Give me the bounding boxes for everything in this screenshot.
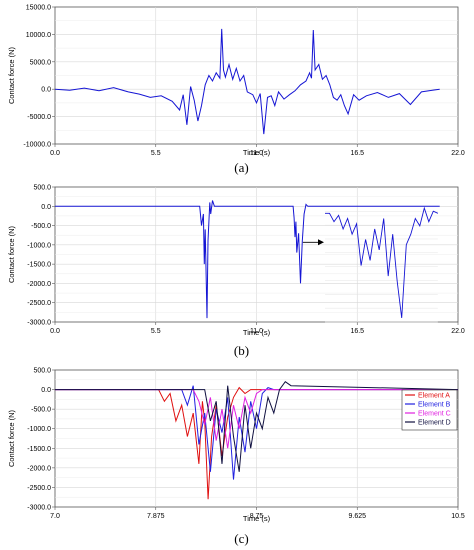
- y-tick-label: 0.0: [41, 204, 51, 211]
- legend-entry: Element B: [418, 402, 451, 409]
- y-tick-label: 10000.0: [26, 32, 51, 39]
- x-axis-label: Time (s): [243, 328, 271, 337]
- chart-panel-2: 0.0 5.5 11.0 16.5 22.0 500.0 0.0 -500.0 -1000.0 -…: [7, 185, 465, 359]
- y-tick-label: -500.0: [31, 223, 51, 230]
- panel-label: (a): [234, 160, 248, 175]
- legend-entry: Element A: [418, 393, 450, 400]
- x-axis-label: Time (s): [243, 514, 271, 523]
- x-tick-label: 11.0: [250, 328, 263, 335]
- inset-arrow-head: [318, 239, 325, 246]
- y-tick-label: -5000.0: [27, 114, 51, 121]
- y-tick-label: -1500.0: [27, 262, 51, 269]
- y-axis-label: Contact force (N): [7, 46, 16, 104]
- y-tick-label: -2000.0: [27, 281, 51, 288]
- legend-entry: Element D: [418, 420, 451, 427]
- y-tick-label: -1500.0: [27, 446, 51, 453]
- series-line-1: [55, 28, 440, 135]
- x-axis-label: Time (s): [243, 148, 271, 157]
- y-tick-label: 0.0: [41, 87, 51, 94]
- x-tick-label: 9.625: [348, 513, 366, 520]
- x-tick-label: 7.0: [50, 513, 60, 520]
- x-tick-label: 8.75: [250, 513, 264, 520]
- y-tick-label: 500.0: [33, 368, 51, 375]
- x-tick-label: 16.5: [350, 328, 364, 335]
- series-line-element-d: [55, 381, 458, 472]
- y-tick-label: 15000.0: [26, 5, 51, 12]
- y-tick-label: -3000.0: [27, 505, 51, 512]
- x-tick-label: 5.5: [151, 328, 161, 335]
- y-tick-label: -2500.0: [27, 300, 51, 307]
- y-tick-label: 5000.0: [30, 59, 52, 66]
- legend: Element A Element B Element C Element D: [401, 389, 458, 431]
- chart-panel-1: 0.0 5.5 11.0 16.5 22.0 15000.0 10000.0 5000.0 0.…: [7, 5, 465, 176]
- y-tick-label: -1000.0: [27, 426, 51, 433]
- x-tick-label: 7.875: [147, 513, 165, 520]
- x-tick-label: 11.0: [250, 150, 263, 157]
- panel-label: (c): [234, 531, 248, 546]
- chart-panel-3: 7.0 7.875 8.75 9.625 10.5 500.0 0.0 -500.0 -1000…: [7, 368, 465, 547]
- series-line-1: [55, 200, 440, 319]
- y-tick-label: -3000.0: [27, 320, 51, 327]
- legend-box: [401, 389, 458, 431]
- x-tick-label: 0.0: [50, 150, 60, 157]
- x-tick-label: 16.5: [350, 150, 364, 157]
- y-tick-label: 500.0: [33, 185, 51, 192]
- y-tick-label: -10000.0: [23, 142, 51, 149]
- inset-chart: [302, 206, 439, 323]
- y-axis-label: Contact force (N): [7, 225, 16, 283]
- x-tick-label: 10.5: [451, 513, 465, 520]
- y-tick-label: -500.0: [31, 407, 51, 414]
- y-tick-label: -2000.0: [27, 465, 51, 472]
- x-tick-label: 22.0: [451, 328, 465, 335]
- y-axis-label: Contact force (N): [7, 409, 16, 467]
- series-line-element-a: [55, 386, 458, 500]
- x-tick-label: 5.5: [151, 150, 161, 157]
- panel-label: (b): [234, 343, 249, 358]
- inset-series-line: [325, 206, 439, 319]
- y-tick-label: 0.0: [41, 387, 51, 394]
- series-line-element-b: [55, 385, 458, 480]
- x-tick-label: 0.0: [50, 328, 60, 335]
- series-line-element-c: [55, 389, 458, 449]
- legend-entry: Element C: [418, 411, 451, 418]
- y-tick-label: -1000.0: [27, 242, 51, 249]
- y-tick-label: -2500.0: [27, 485, 51, 492]
- x-tick-label: 22.0: [451, 150, 465, 157]
